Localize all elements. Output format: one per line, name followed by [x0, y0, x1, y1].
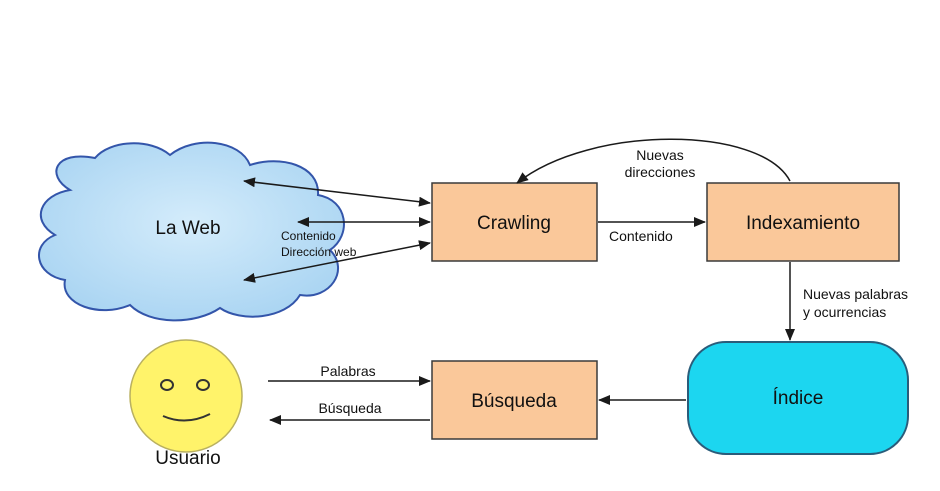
search-label: Búsqueda	[471, 391, 557, 412]
new-words-line1: Nuevas palabras	[803, 286, 908, 302]
user-label: Usuario	[155, 448, 220, 469]
crawl-index-link: Contenido	[598, 217, 706, 244]
new-words-line2: y ocurrencias	[803, 304, 886, 320]
feedback-link: Nuevas direcciones	[516, 138, 791, 184]
new-addresses-line2: direcciones	[625, 164, 696, 180]
web-address-label: Dirección web	[281, 245, 357, 259]
web-crawling-links: Contenido Dirección web	[243, 177, 431, 283]
indexing-label: Indexamiento	[746, 213, 860, 234]
index-label: Índice	[773, 388, 824, 409]
crawling-label: Crawling	[477, 213, 551, 234]
new-addresses-line1: Nuevas	[636, 147, 683, 163]
search-box	[431, 360, 598, 440]
indexing-box	[706, 182, 900, 262]
smiley-right-eye	[196, 379, 210, 391]
indexing-node: Indexamiento	[706, 182, 900, 262]
crawling-box	[431, 182, 598, 262]
new-addresses-arrow	[516, 138, 791, 184]
index-box	[687, 341, 909, 455]
search-results-label: Búsqueda	[318, 400, 381, 416]
smiley-left-eye	[160, 379, 174, 391]
crawling-node: Crawling	[431, 182, 598, 262]
search-node: Búsqueda	[431, 360, 598, 440]
index-store-link: Nuevas palabras y ocurrencias	[785, 262, 908, 341]
smiley-mouth	[162, 413, 211, 422]
web-crawl-arrow-top	[243, 177, 431, 207]
smiley-face-icon	[129, 339, 243, 453]
web-content-label: Contenido	[281, 229, 336, 243]
web-crawl-arrow-bottom	[243, 240, 431, 283]
words-label: Palabras	[320, 363, 375, 379]
crawl-content-label: Contenido	[609, 228, 673, 244]
index-node: Índice	[687, 341, 909, 455]
user-search-links: Palabras Búsqueda	[268, 363, 431, 425]
user-node: Usuario	[129, 339, 243, 469]
la-web-label: La Web	[155, 218, 220, 239]
